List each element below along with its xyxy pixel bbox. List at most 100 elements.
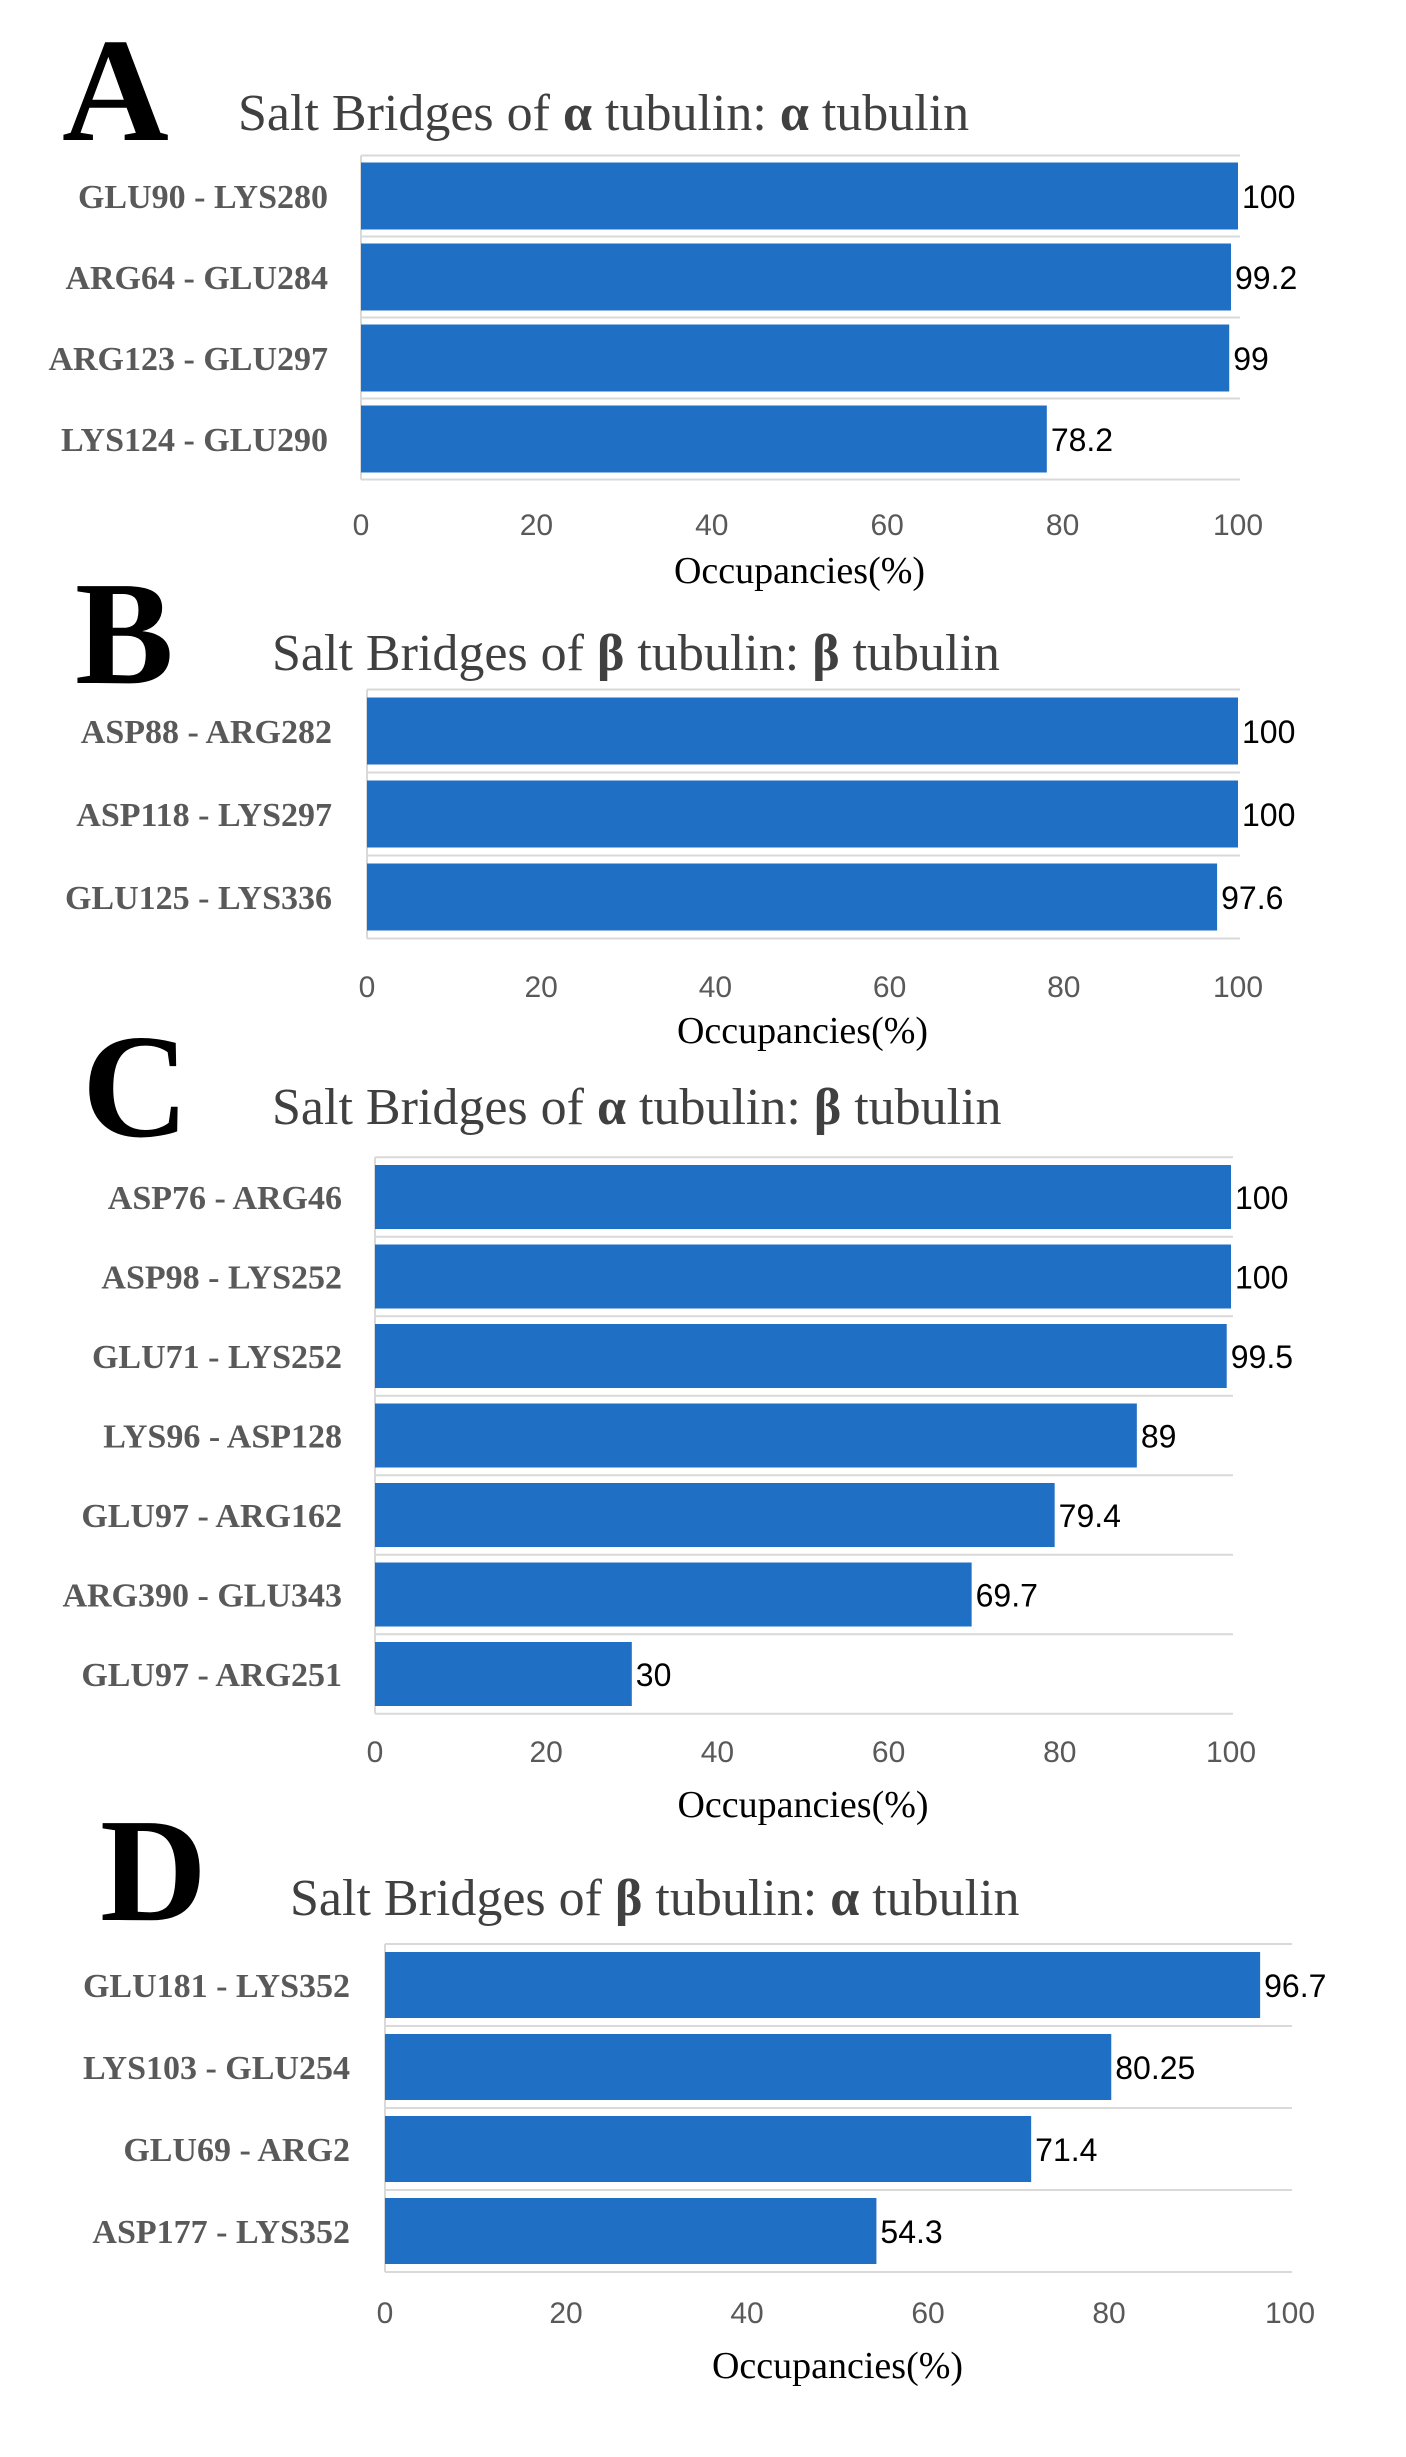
x-tick-label: 60 (871, 509, 904, 542)
x-tick-label: 40 (695, 509, 728, 542)
data-label: 54.3 (880, 2214, 942, 2250)
data-label: 78.2 (1051, 422, 1113, 458)
chart-panel-d: D Salt Bridges of β tubulin: α tubulin 96.… (83, 1789, 1326, 2387)
title-middle: tubulin: (624, 625, 812, 682)
title-prefix: Salt Bridges of (238, 85, 563, 142)
x-tick-label: 60 (873, 971, 906, 1004)
x-tick-label: 0 (359, 971, 376, 1004)
title-subunit-1: β (597, 625, 624, 682)
category-label: ASP98 - LYS252 (101, 1260, 342, 1297)
category-label: LYS96 - ASP128 (103, 1419, 342, 1456)
data-label: 99.2 (1235, 260, 1297, 296)
x-tick-label: 60 (911, 2297, 944, 2330)
title-subunit-1: β (615, 1870, 642, 1927)
chart-title: Salt Bridges of α tubulin: β tubulin (272, 1079, 1002, 1136)
x-axis-title: Occupancies(%) (677, 1010, 928, 1052)
bar (385, 2198, 877, 2264)
title-suffix: tubulin (840, 625, 1000, 682)
data-label: 96.7 (1264, 1968, 1326, 2004)
bar (375, 1324, 1227, 1388)
bar (361, 405, 1047, 473)
x-tick-label: 100 (1265, 2297, 1315, 2330)
data-label: 97.6 (1221, 880, 1283, 916)
chart-panel-a: A Salt Bridges of α tubulin: α tubulin 100… (48, 9, 1297, 592)
x-tick-label: 0 (377, 2297, 394, 2330)
bar (367, 863, 1218, 931)
chart-panel-b: B Salt Bridges of β tubulin: β tubulin 100… (65, 552, 1295, 1052)
category-label: ARG390 - GLU343 (62, 1578, 342, 1615)
category-label: LYS103 - GLU254 (83, 2050, 350, 2087)
category-label: ASP88 - ARG282 (81, 714, 332, 751)
title-subunit-1: α (597, 1079, 626, 1136)
chart-panel-c: C Salt Bridges of α tubulin: β tubulin 100… (62, 1005, 1293, 1826)
category-label: GLU69 - ARG2 (123, 2132, 350, 2169)
title-subunit-1: α (563, 85, 592, 142)
data-label: 80.25 (1115, 2050, 1195, 2086)
category-label: ARG123 - GLU297 (48, 341, 328, 378)
bar (375, 1403, 1137, 1468)
bar (361, 243, 1231, 311)
category-label: GLU97 - ARG162 (81, 1498, 342, 1535)
x-tick-label: 20 (549, 2297, 582, 2330)
bar (375, 1165, 1231, 1229)
x-tick-label: 100 (1213, 509, 1263, 542)
bar (375, 1562, 972, 1627)
title-middle: tubulin: (642, 1870, 830, 1927)
x-tick-label: 40 (699, 971, 732, 1004)
x-tick-label: 60 (872, 1736, 905, 1769)
data-label: 69.7 (976, 1578, 1038, 1614)
bar (385, 2116, 1032, 2182)
x-tick-label: 100 (1206, 1736, 1256, 1769)
data-label: 100 (1242, 714, 1295, 750)
bar (367, 780, 1238, 848)
panel-letter: A (62, 9, 169, 173)
data-label: 100 (1242, 179, 1295, 215)
category-label: GLU90 - LYS280 (78, 179, 328, 216)
title-prefix: Salt Bridges of (272, 625, 597, 682)
panel-letter: B (75, 552, 174, 716)
data-label: 71.4 (1035, 2132, 1097, 2168)
x-tick-label: 40 (730, 2297, 763, 2330)
x-tick-label: 20 (520, 509, 553, 542)
title-subunit-2: α (830, 1870, 859, 1927)
title-middle: tubulin: (592, 85, 780, 142)
x-axis-title: Occupancies(%) (712, 2345, 963, 2387)
x-tick-label: 100 (1213, 971, 1263, 1004)
title-prefix: Salt Bridges of (290, 1870, 615, 1927)
panel-letter: D (100, 1789, 207, 1953)
title-subunit-2: β (814, 1079, 841, 1136)
data-label: 100 (1235, 1180, 1288, 1216)
data-label: 99.5 (1231, 1339, 1293, 1375)
category-label: GLU125 - LYS336 (65, 880, 332, 917)
x-tick-label: 80 (1043, 1736, 1076, 1769)
bar (361, 162, 1238, 230)
x-axis-title: Occupancies(%) (674, 550, 925, 592)
bar (375, 1244, 1231, 1309)
x-tick-label: 0 (353, 509, 370, 542)
bar (375, 1642, 632, 1706)
title-subunit-2: α (780, 85, 809, 142)
category-label: ASP118 - LYS297 (76, 797, 332, 834)
data-label: 89 (1141, 1419, 1177, 1455)
title-middle: tubulin: (626, 1079, 814, 1136)
data-label: 100 (1242, 797, 1295, 833)
category-label: ARG64 - GLU284 (65, 260, 328, 297)
x-tick-label: 20 (530, 1736, 563, 1769)
data-label: 100 (1235, 1260, 1288, 1296)
category-label: GLU71 - LYS252 (92, 1339, 342, 1376)
title-prefix: Salt Bridges of (272, 1079, 597, 1136)
x-tick-label: 80 (1046, 509, 1079, 542)
category-label: GLU97 - ARG251 (81, 1657, 342, 1694)
x-tick-label: 40 (701, 1736, 734, 1769)
chart-title: Salt Bridges of β tubulin: α tubulin (290, 1870, 1020, 1927)
x-tick-label: 0 (367, 1736, 384, 1769)
bar (367, 697, 1238, 765)
bar (385, 1952, 1261, 2018)
category-label: LYS124 - GLU290 (61, 422, 328, 459)
x-tick-label: 20 (525, 971, 558, 1004)
data-label: 79.4 (1059, 1498, 1121, 1534)
x-tick-label: 80 (1047, 971, 1080, 1004)
category-label: ASP177 - LYS352 (92, 2214, 350, 2251)
category-label: ASP76 - ARG46 (108, 1180, 342, 1217)
